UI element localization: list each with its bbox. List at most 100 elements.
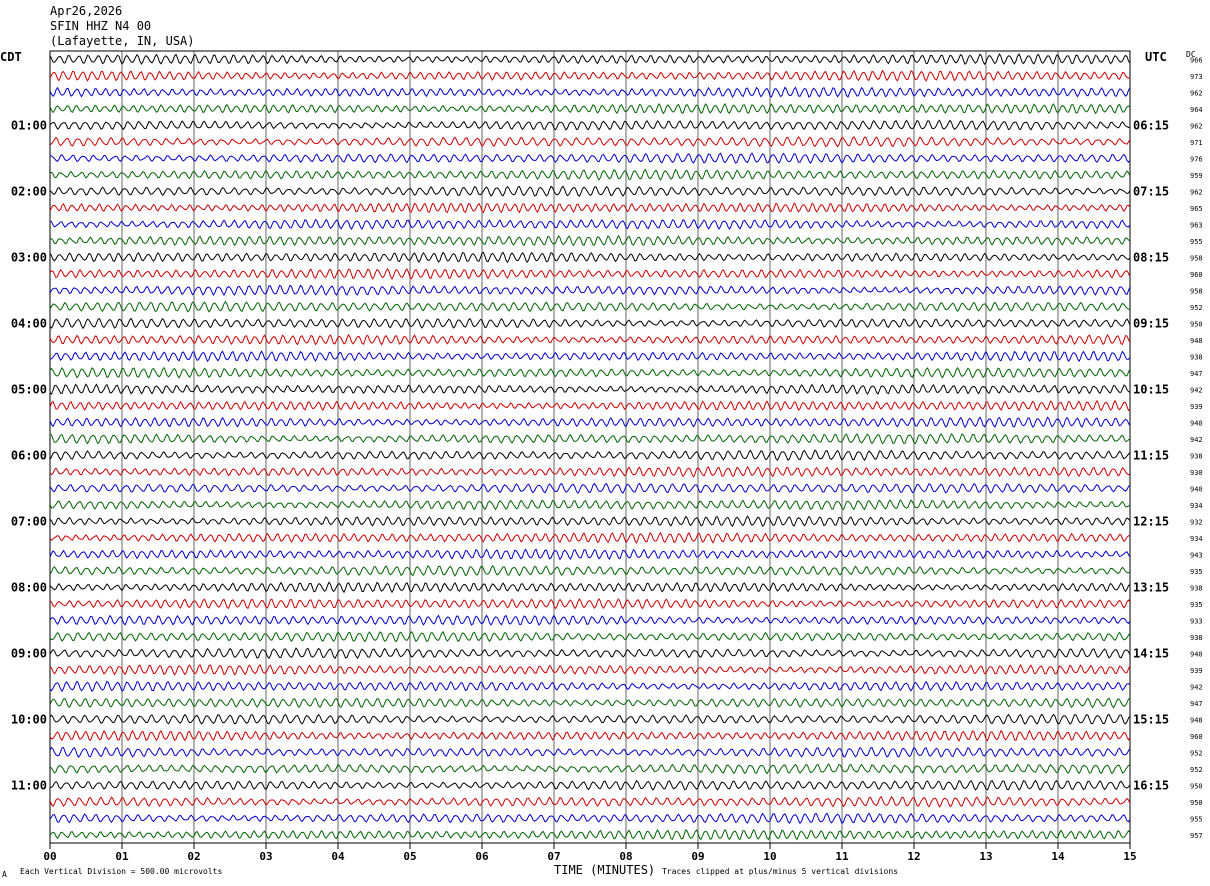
seismic-trace	[49, 383, 1131, 396]
left-hour-label: 11:00	[11, 778, 47, 792]
dc-offset-label: 959	[1190, 172, 1203, 180]
dc-offset-label: 938	[1190, 353, 1203, 361]
dc-offset-label: 934	[1190, 535, 1203, 543]
x-axis-label: TIME (MINUTES)	[554, 863, 656, 877]
dc-label: DC	[1186, 50, 1196, 59]
seismic-trace	[49, 449, 1131, 461]
dc-offset-label: 947	[1190, 370, 1203, 378]
left-hour-label: 09:00	[11, 646, 47, 660]
x-tick-label: 11	[835, 850, 849, 863]
left-hour-label: 02:00	[11, 184, 47, 198]
dc-offset-label: 940	[1190, 485, 1203, 493]
plot-date: Apr26,2026	[50, 4, 123, 18]
right-hour-label: 13:15	[1133, 580, 1169, 594]
x-tick-label: 04	[331, 850, 345, 863]
seismic-trace	[49, 366, 1131, 379]
dc-offset-label: 947	[1190, 700, 1203, 708]
seismic-trace	[49, 300, 1131, 313]
dc-offset-label: 934	[1190, 502, 1203, 510]
dc-offset-label: 932	[1190, 518, 1203, 526]
seismic-trace	[49, 432, 1131, 445]
seismic-trace	[49, 647, 1131, 660]
seismic-trace	[49, 779, 1131, 791]
seismic-trace	[49, 630, 1131, 643]
seismic-trace	[49, 218, 1131, 231]
dc-offset-label: 965	[1190, 205, 1203, 213]
left-hour-label: 03:00	[11, 250, 47, 264]
left-hour-label: 08:00	[11, 580, 47, 594]
x-tick-label: 12	[907, 850, 920, 863]
seismic-trace	[49, 251, 1131, 264]
seismic-trace	[49, 53, 1131, 66]
dc-offset-label: 952	[1190, 749, 1203, 757]
x-tick-label: 14	[1051, 850, 1065, 863]
corner-mark: A	[2, 870, 7, 879]
x-tick-label: 07	[547, 850, 560, 863]
x-tick-label: 06	[475, 850, 489, 863]
scale-note: Each Vertical Division = 500.00 microvol…	[20, 867, 223, 876]
dc-offset-label: 942	[1190, 436, 1203, 444]
dc-offset-label: 950	[1190, 320, 1203, 328]
right-hour-label: 07:15	[1133, 184, 1169, 198]
dc-offset-label: 955	[1190, 238, 1203, 246]
dc-offset-label: 935	[1190, 568, 1203, 576]
seismic-trace	[49, 763, 1131, 775]
seismic-trace	[49, 795, 1131, 808]
dc-offset-label: 930	[1190, 469, 1203, 477]
right-hour-label: 09:15	[1133, 316, 1169, 330]
seismic-trace	[49, 548, 1131, 561]
seismic-trace	[49, 185, 1131, 197]
seismic-trace	[49, 119, 1131, 131]
seismic-trace	[49, 680, 1131, 693]
seismic-trace	[49, 350, 1131, 363]
right-hour-label: 11:15	[1133, 448, 1169, 462]
dc-offset-label: 952	[1190, 304, 1203, 312]
right-hour-label: 10:15	[1133, 382, 1169, 396]
dc-offset-label: 952	[1190, 766, 1203, 774]
dc-offset-label: 939	[1190, 667, 1203, 675]
seismic-trace	[49, 614, 1131, 626]
dc-offset-label: 938	[1190, 634, 1203, 642]
seismic-trace	[49, 482, 1131, 494]
dc-offset-label: 957	[1190, 832, 1203, 840]
seismic-trace	[49, 69, 1131, 82]
seismic-trace	[49, 267, 1131, 280]
dc-offset-label: 938	[1190, 452, 1203, 460]
right-hour-label: 14:15	[1133, 646, 1169, 660]
dc-offset-label: 938	[1190, 584, 1203, 592]
dc-offset-label: 960	[1190, 733, 1203, 741]
dc-offset-label: 962	[1190, 89, 1203, 97]
seismic-trace	[49, 136, 1131, 148]
x-tick-label: 03	[259, 850, 272, 863]
right-hour-label: 08:15	[1133, 250, 1169, 264]
x-tick-label: 09	[691, 850, 704, 863]
dc-offset-label: 966	[1190, 56, 1203, 64]
right-hour-label: 15:15	[1133, 712, 1169, 726]
seismic-trace	[49, 317, 1131, 330]
x-tick-label: 00	[43, 850, 56, 863]
dc-offset-label: 940	[1190, 419, 1203, 427]
seismic-trace	[49, 746, 1131, 758]
x-tick-label: 08	[619, 850, 632, 863]
left-hour-label: 10:00	[11, 712, 47, 726]
left-hour-label: 04:00	[11, 316, 47, 330]
dc-offset-label: 971	[1190, 139, 1203, 147]
dc-offset-label: 948	[1190, 716, 1203, 724]
dc-offset-label: 976	[1190, 155, 1203, 163]
left-hour-label: 06:00	[11, 448, 47, 462]
dc-offset-label: 955	[1190, 815, 1203, 823]
dc-offset-label: 940	[1190, 650, 1203, 658]
dc-offset-label: 950	[1190, 782, 1203, 790]
dc-offset-label: 950	[1190, 799, 1203, 807]
seismic-trace	[49, 713, 1131, 725]
seismic-trace	[49, 597, 1131, 610]
dc-offset-label: 933	[1190, 617, 1203, 625]
seismic-trace	[49, 333, 1131, 346]
seismic-trace	[49, 399, 1131, 412]
dc-offset-label: 942	[1190, 683, 1203, 691]
dc-offset-label: 960	[1190, 271, 1203, 279]
dc-offset-label: 973	[1190, 73, 1203, 81]
right-hour-label: 12:15	[1133, 514, 1169, 528]
seismic-trace	[49, 812, 1131, 825]
seismic-trace	[49, 697, 1131, 709]
